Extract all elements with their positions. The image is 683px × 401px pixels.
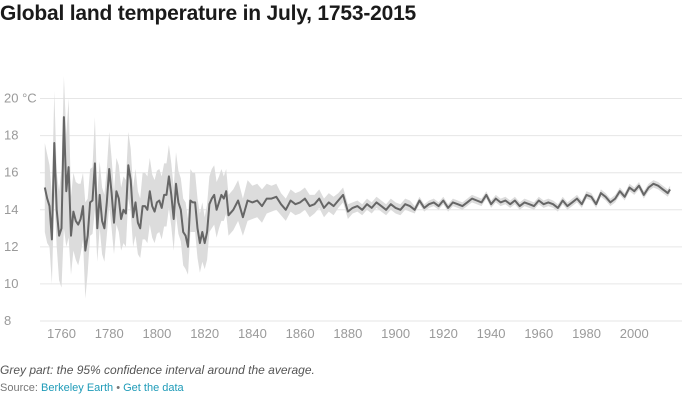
source-prefix: Source: [0,382,38,394]
confidence-band [44,76,671,299]
source-line: Source: Berkeley Earth • Get the data [0,382,184,394]
y-tick-label: 14 [4,202,18,217]
x-tick-label: 1900 [381,326,410,341]
source-link[interactable]: Berkeley Earth [40,382,114,394]
y-tick-label: 8 [4,313,11,328]
y-tick-label: 16 [4,165,18,180]
x-tick-label: 1760 [47,326,76,341]
x-tick-label: 1780 [95,326,124,341]
y-axis-ticks: 8 10 12 14 16 18 20 °C [4,91,37,328]
confidence-note: Grey part: the 95% confidence interval a… [0,363,315,377]
x-tick-label: 1960 [524,326,553,341]
chart-title: Global land temperature in July, 1753-20… [0,2,417,25]
source-separator: • [116,382,121,394]
x-axis-ticks: 1760 1780 1800 1820 1840 1860 1880 1900 1920 1940… [47,326,649,341]
x-tick-label: 1840 [238,326,267,341]
y-tick-label: 18 [4,128,18,143]
x-tick-label: 1800 [142,326,171,341]
x-tick-label: 1820 [190,326,219,341]
x-tick-label: 1940 [477,326,506,341]
x-tick-label: 1980 [572,326,601,341]
x-tick-label: 1920 [429,326,458,341]
x-tick-label: 2000 [620,326,649,341]
x-tick-label: 1880 [333,326,362,341]
y-tick-label: 20 °C [4,91,37,106]
y-tick-label: 12 [4,239,18,254]
x-tick-label: 1860 [286,326,315,341]
temperature-line [43,116,671,252]
get-data-link[interactable]: Get the data [123,382,184,394]
y-tick-label: 10 [4,276,18,291]
